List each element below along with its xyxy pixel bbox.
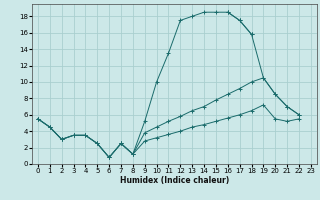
X-axis label: Humidex (Indice chaleur): Humidex (Indice chaleur) [120, 176, 229, 185]
